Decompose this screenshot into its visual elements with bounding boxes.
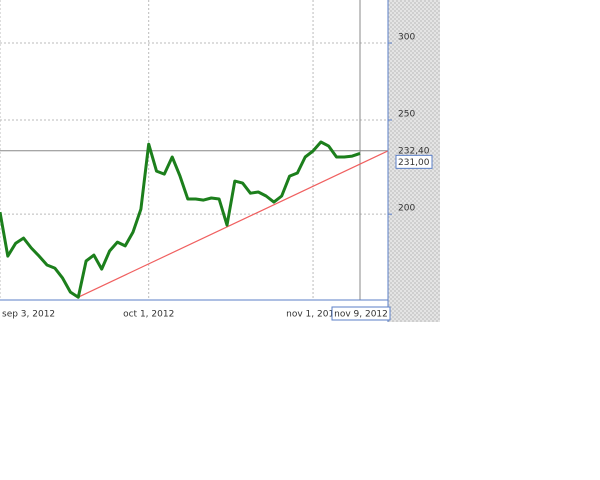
x-tick-label: sep 3, 2012 bbox=[2, 310, 55, 320]
price-line bbox=[0, 140, 361, 299]
y-tick-label: 250 bbox=[398, 109, 415, 119]
plot-area bbox=[0, 0, 388, 300]
y-tick-label: 300 bbox=[398, 33, 415, 43]
last-value-label: 231,00 bbox=[398, 158, 430, 168]
crosshair-y-label: 232,40 bbox=[398, 146, 430, 156]
trendline bbox=[78, 150, 388, 298]
y-tick-label: 200 bbox=[398, 204, 415, 214]
x-tick-label: nov 1, 2012 bbox=[286, 310, 340, 320]
x-tick-label: oct 1, 2012 bbox=[123, 310, 174, 320]
last-value-box bbox=[395, 154, 433, 169]
crosshair-x-label: nov 9, 2012 bbox=[334, 310, 388, 320]
crosshair-x-box bbox=[331, 306, 391, 321]
